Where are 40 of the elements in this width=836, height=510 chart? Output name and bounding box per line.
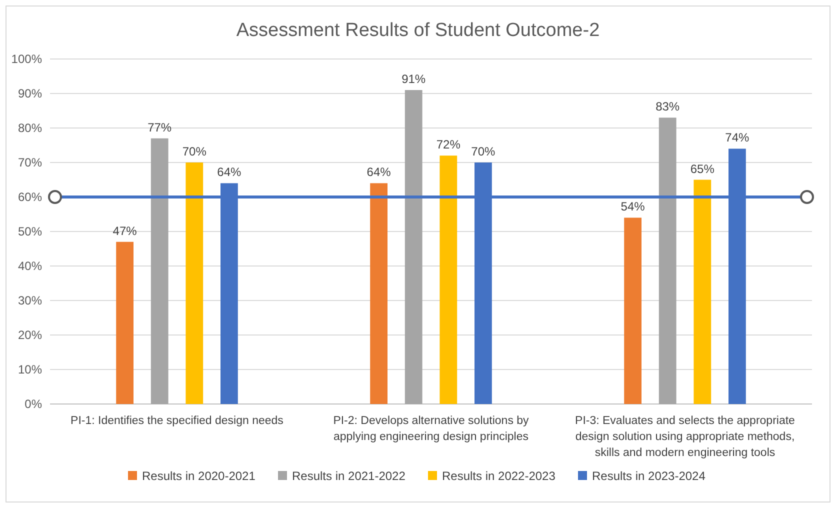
x-tick-label: PI-1: Identifies the specified design needs [70, 415, 284, 427]
y-tick-label: 0% [24, 397, 42, 411]
x-tick-label: PI-2: Develops alternative solutions by applying engineering design principles [333, 415, 530, 443]
bar [694, 180, 712, 404]
bar [440, 156, 458, 404]
bar [370, 183, 388, 404]
y-tick-label: 20% [18, 328, 42, 342]
bar [186, 162, 204, 404]
data-label: 64% [217, 165, 242, 180]
y-tick-label: 30% [18, 294, 42, 308]
data-label: 47% [112, 224, 138, 238]
bar [116, 242, 134, 404]
y-tick-label: 80% [18, 121, 42, 135]
y-tick-label: 100% [11, 52, 42, 66]
legend-label: Results in 2020-2021 [142, 469, 256, 483]
legend-label: Results in 2022-2023 [442, 469, 556, 483]
data-label: 65% [690, 162, 715, 176]
y-tick-label: 60% [18, 190, 42, 204]
data-label: 91% [402, 72, 426, 86]
legend-label: Results in 2023-2024 [592, 469, 706, 483]
bar [624, 218, 642, 404]
bar [658, 118, 676, 404]
y-tick-label: 10% [18, 362, 42, 376]
bar [404, 90, 422, 404]
y-tick-label: 50% [18, 224, 42, 238]
x-tick-label: PI-3: Evaluates and selects the appropriate design solution using appropriate methods, skills and modern engineering tools [575, 415, 795, 459]
data-label: 64% [366, 165, 392, 180]
y-tick-label: 70% [18, 156, 42, 170]
data-label: 54% [620, 200, 646, 214]
bar [150, 138, 168, 404]
data-label: 70% [471, 144, 496, 158]
y-tick-label: 40% [18, 259, 42, 273]
data-label: 70% [182, 144, 207, 158]
data-label: 77% [148, 120, 172, 134]
chart-title: Assessment Results of Student Outcome-2 [236, 20, 600, 41]
y-tick-label: 90% [18, 86, 42, 100]
data-label: 72% [436, 138, 461, 152]
data-label: 74% [725, 130, 750, 145]
legend-label: Results in 2021-2022 [292, 469, 406, 483]
data-label: 83% [656, 100, 680, 114]
